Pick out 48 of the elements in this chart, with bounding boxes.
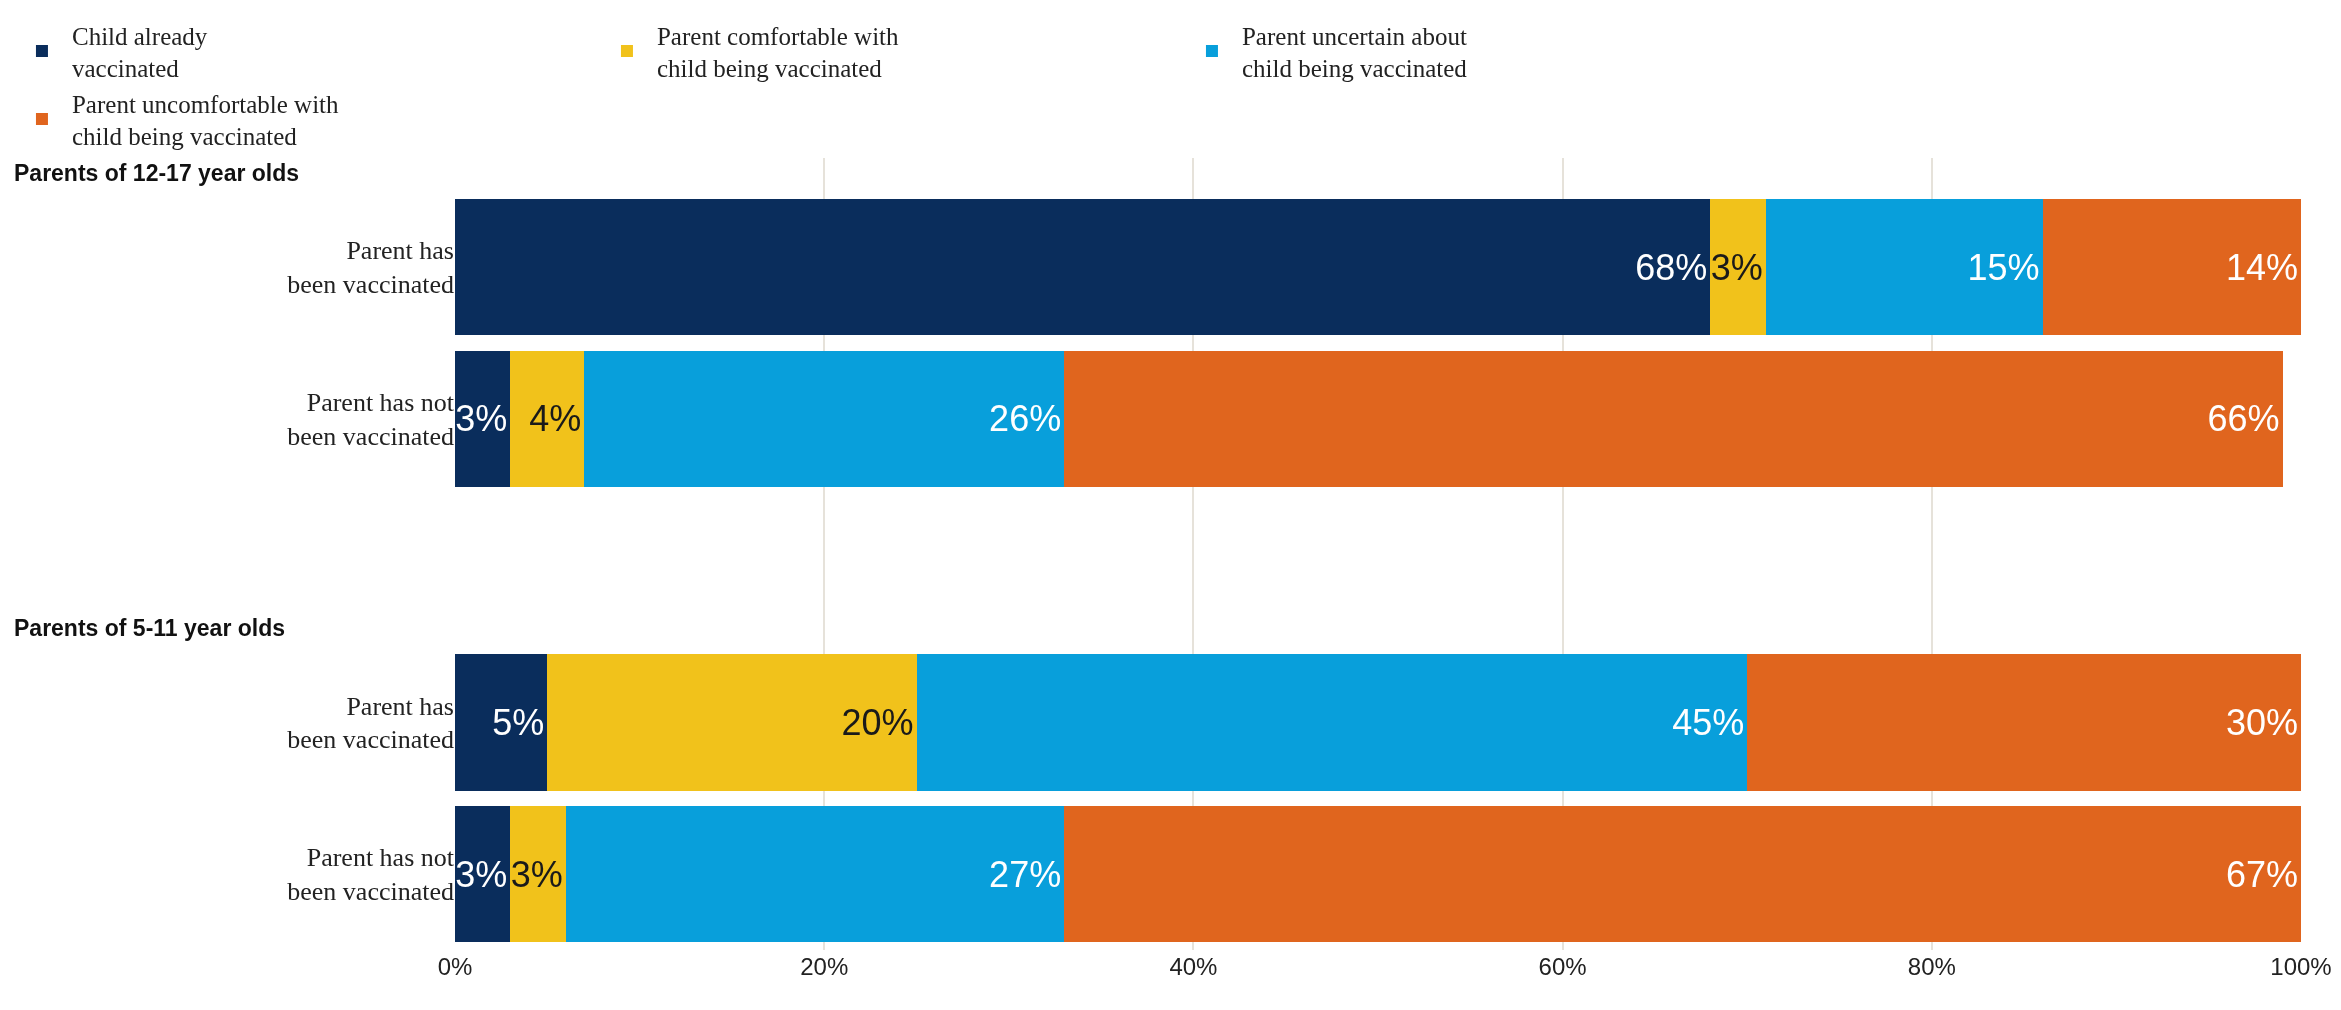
data-label: 67% xyxy=(2225,853,2298,895)
bar xyxy=(455,805,511,943)
data-label: 45% xyxy=(1672,701,1745,743)
data-label: 68% xyxy=(1635,246,1708,288)
legend-label: Parent uncertain about child being vaccinated xyxy=(1241,22,1468,82)
x-tick-label: 0% xyxy=(437,953,473,980)
x-tick-label: 80% xyxy=(1907,953,1956,980)
bar xyxy=(1064,350,2283,488)
bar xyxy=(547,654,917,791)
bar xyxy=(916,654,1748,791)
data-label: 3% xyxy=(1710,246,1763,288)
bar xyxy=(455,350,511,488)
data-label: 30% xyxy=(2225,701,2298,743)
text: Parents of 5-11 year olds xyxy=(14,615,286,641)
text: Parents of 12-17 year olds xyxy=(14,160,300,186)
bar xyxy=(510,350,585,488)
data-label: 27% xyxy=(989,853,1062,895)
data-label: 3% xyxy=(455,853,508,895)
x-tick-label: 60% xyxy=(1538,953,1587,980)
y-tick-label: Parent has been vaccinated xyxy=(287,691,454,755)
bar xyxy=(565,805,1065,943)
y-tick-label: Parent has been vaccinated xyxy=(287,236,454,300)
legend-label: Parent comfortable with child being vaccinated xyxy=(656,22,900,82)
y-tick-label: Parent has not been vaccinated xyxy=(287,843,455,907)
data-label: 15% xyxy=(1967,246,2040,288)
x-tick-label: 100% xyxy=(2270,953,2332,980)
data-label: 4% xyxy=(529,398,582,440)
data-label: 3% xyxy=(455,398,508,440)
bar xyxy=(1710,198,1766,336)
data-label: 66% xyxy=(2207,398,2280,440)
data-label: 20% xyxy=(841,701,914,743)
bar xyxy=(1747,654,2301,791)
x-tick-label: 20% xyxy=(800,953,849,980)
data-label: 3% xyxy=(510,853,563,895)
bar xyxy=(455,654,548,791)
legend-label: Child already vaccinated xyxy=(71,22,208,82)
bar xyxy=(510,805,566,943)
data-label: 5% xyxy=(492,701,545,743)
bar xyxy=(2042,198,2301,336)
bar xyxy=(455,198,1711,336)
y-tick-label: Parent has not been vaccinated xyxy=(287,388,455,451)
bar xyxy=(584,350,1065,488)
bar xyxy=(1765,198,2043,336)
data-label: 26% xyxy=(989,398,1062,440)
bar xyxy=(1064,805,2301,943)
data-label: 14% xyxy=(2225,246,2298,288)
x-tick-label: 40% xyxy=(1169,953,1218,980)
legend-label: Parent uncomfortable with child being vaccinated xyxy=(71,90,340,150)
